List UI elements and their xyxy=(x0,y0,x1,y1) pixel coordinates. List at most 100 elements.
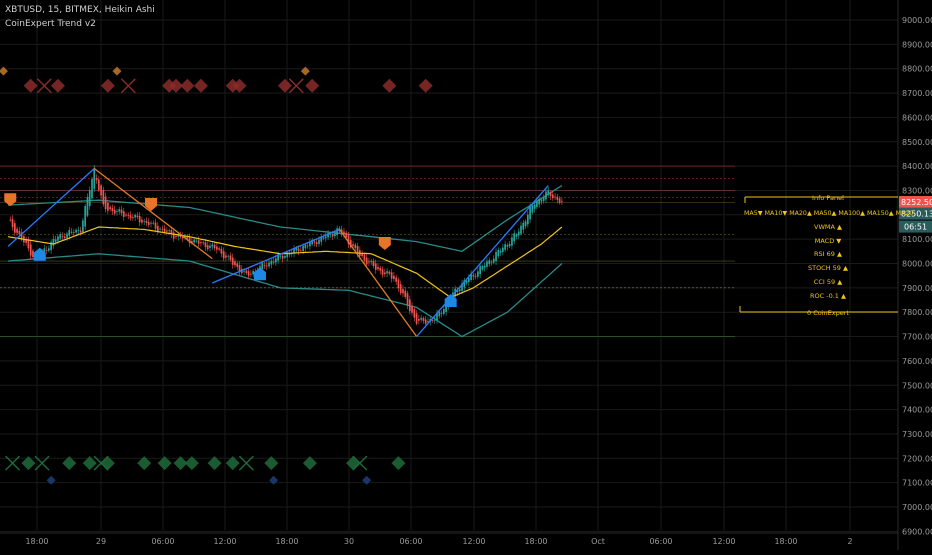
candle-body xyxy=(513,233,516,242)
candle-body xyxy=(181,235,184,239)
candle-body xyxy=(43,248,46,253)
x-tick-label: 12:00 xyxy=(213,537,236,546)
candle-body xyxy=(27,240,30,249)
candle-body xyxy=(82,220,84,233)
candle-body xyxy=(381,269,384,275)
candle-body xyxy=(481,266,484,270)
info-panel-row: ROC -0.1 ▲ xyxy=(810,292,846,300)
candle-body xyxy=(59,234,62,239)
candle-body xyxy=(370,261,373,263)
candle-body xyxy=(138,215,141,223)
candle-body xyxy=(461,283,463,291)
x-tick-label: 2 xyxy=(847,537,852,546)
bottom-signal-diamond xyxy=(157,456,172,471)
candle-body xyxy=(79,230,82,233)
bottom-signal-diamond xyxy=(62,456,77,471)
candle-body xyxy=(215,246,218,250)
candle-body xyxy=(191,240,193,244)
candle-body xyxy=(77,230,80,231)
candle-body xyxy=(413,309,416,318)
candle-body xyxy=(352,244,354,246)
candle-body xyxy=(345,232,348,238)
y-tick-label: 6900.00 xyxy=(902,527,932,536)
candle-body xyxy=(213,244,216,249)
bottom-signal-diamond xyxy=(362,475,372,485)
candle-body xyxy=(399,284,402,294)
candle-body xyxy=(120,209,123,214)
candle-body xyxy=(107,202,109,211)
candle-body xyxy=(377,266,379,270)
candle-body xyxy=(363,254,366,261)
candle-body xyxy=(66,233,68,238)
x-tick-label: 18:00 xyxy=(524,537,547,546)
candle-body xyxy=(474,275,477,277)
candle-body xyxy=(13,223,16,233)
candle-body xyxy=(29,244,32,256)
candle-body xyxy=(458,289,461,292)
candle-body xyxy=(508,243,511,247)
candle-body xyxy=(477,271,479,277)
top-signal-diamond xyxy=(193,78,208,93)
candle-body xyxy=(299,250,302,252)
candle-body xyxy=(354,244,357,249)
bottom-signal-diamond xyxy=(238,455,254,471)
band-upper xyxy=(7,185,563,252)
buy-marker xyxy=(444,294,457,308)
candle-body xyxy=(68,230,71,236)
trend-line xyxy=(338,229,418,337)
top-signal-diamond xyxy=(168,78,183,93)
candle-body xyxy=(197,240,200,244)
trend-line xyxy=(93,168,213,260)
candle-body xyxy=(306,245,309,247)
candle-body xyxy=(533,204,536,209)
candle-body xyxy=(526,214,529,225)
candle-body xyxy=(275,258,277,263)
trend-line xyxy=(212,228,340,284)
candle-body xyxy=(542,197,545,201)
candle-body xyxy=(134,214,136,218)
candle-body xyxy=(245,270,248,274)
info-panel-row: MACD ▼ xyxy=(815,237,842,245)
candle-body xyxy=(206,245,209,250)
candle-body xyxy=(420,317,422,320)
bottom-signal-diamond xyxy=(352,455,368,471)
candle-body xyxy=(524,221,527,227)
x-tick-label: 12:00 xyxy=(712,537,735,546)
bottom-signal-diamond xyxy=(184,456,199,471)
band-lower xyxy=(7,253,563,338)
candle-body xyxy=(390,272,393,279)
candle-body xyxy=(463,280,466,288)
candle-body xyxy=(492,258,495,263)
candle-body xyxy=(424,319,427,324)
candle-body xyxy=(372,260,375,267)
last-price-label: 8252.50 xyxy=(901,198,932,207)
top-signal-diamond xyxy=(418,78,433,93)
top-signal-diamond xyxy=(0,66,8,76)
candle-body xyxy=(302,245,304,252)
candle-body xyxy=(20,232,23,240)
candle-body xyxy=(540,199,543,202)
candle-body xyxy=(395,277,398,282)
bottom-signal-diamond xyxy=(264,456,279,471)
top-signal-diamond xyxy=(382,78,397,93)
y-tick-label: 7300.00 xyxy=(902,430,932,439)
candle-body xyxy=(91,178,93,199)
candle-body xyxy=(415,313,418,324)
candle-body xyxy=(356,245,359,255)
candle-body xyxy=(159,228,161,230)
candle-body xyxy=(402,288,404,294)
candle-body xyxy=(104,196,107,210)
sell-marker xyxy=(145,198,158,212)
candle-body xyxy=(440,312,443,314)
candle-body xyxy=(261,263,264,269)
candle-body xyxy=(179,235,182,237)
candle-body xyxy=(229,255,232,261)
candle-body xyxy=(538,198,541,205)
candle-body xyxy=(397,279,400,289)
x-tick-label: 18:00 xyxy=(774,537,797,546)
y-tick-label: 9000.00 xyxy=(902,16,932,25)
candle-body xyxy=(329,234,332,235)
info-panel-title: Info Panel xyxy=(812,194,844,202)
